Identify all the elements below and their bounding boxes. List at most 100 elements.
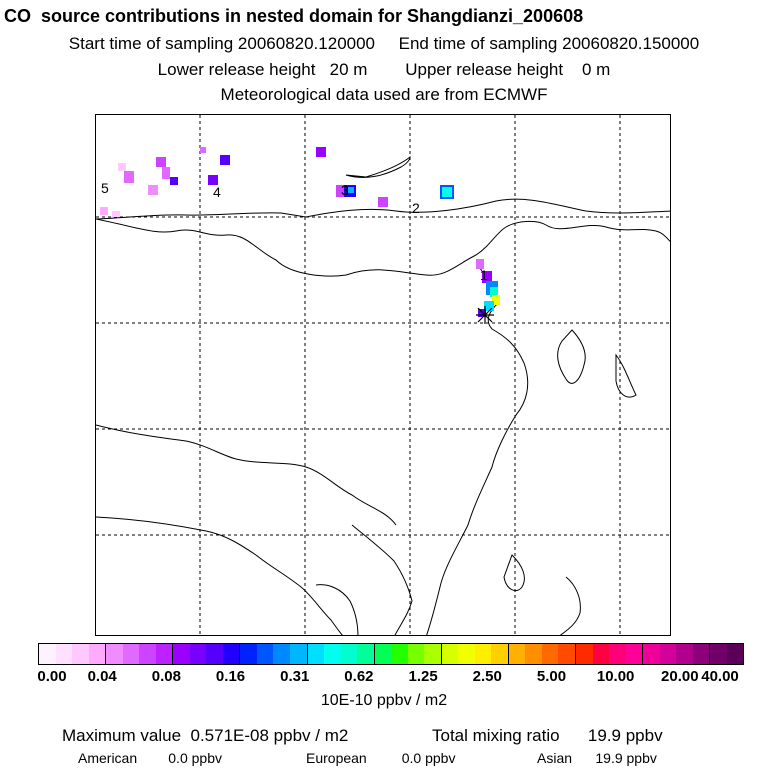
color-scale-cell bbox=[643, 644, 660, 664]
patch bbox=[316, 147, 326, 157]
upper-value: 0 m bbox=[581, 60, 611, 79]
color-scale-cell bbox=[525, 644, 542, 664]
color-scale-cell bbox=[106, 644, 123, 664]
color-scale-cell bbox=[173, 644, 190, 664]
color-scale-tick-label: 1.25 bbox=[408, 668, 438, 685]
region-european: European 0.0 ppbv bbox=[306, 750, 455, 766]
patch bbox=[476, 259, 484, 269]
color-scale-cell bbox=[240, 644, 257, 664]
region-value: 19.9 ppbv bbox=[595, 750, 657, 766]
region-name: European bbox=[306, 750, 367, 766]
color-scale-cell bbox=[458, 644, 475, 664]
start-label: Start time of sampling bbox=[68, 34, 234, 53]
color-scale-cell bbox=[407, 644, 425, 664]
color-scale-tick-label: 0.04 bbox=[87, 668, 117, 685]
color-scale-cell bbox=[374, 644, 392, 664]
release-heights: Lower release height 20 m Upper release … bbox=[0, 60, 768, 80]
color-scale-cell bbox=[39, 644, 56, 664]
region-american: American 0.0 ppbv bbox=[78, 750, 222, 766]
patch bbox=[170, 177, 178, 185]
color-scale-tick-label: 40.00 bbox=[701, 668, 739, 685]
color-scale-cell bbox=[189, 644, 207, 664]
patch bbox=[378, 197, 388, 207]
upper-label: Upper release height bbox=[405, 60, 564, 79]
color-scale-cell bbox=[256, 644, 274, 664]
color-scale-cell bbox=[659, 644, 677, 664]
color-scale-cell bbox=[441, 644, 459, 664]
color-scale-cell bbox=[340, 644, 358, 664]
color-scale-cell bbox=[357, 644, 375, 664]
patch bbox=[348, 187, 354, 193]
color-scale-cell bbox=[474, 644, 492, 664]
patch bbox=[112, 211, 120, 217]
end-value: 20060820.150000 bbox=[562, 34, 700, 53]
grid-label: 4 bbox=[213, 184, 221, 200]
max-value: 0.571E-08 ppbv / m2 bbox=[190, 726, 349, 745]
patch bbox=[490, 287, 498, 297]
patch bbox=[220, 155, 230, 165]
patch bbox=[156, 157, 166, 167]
receptor-marker bbox=[476, 306, 494, 324]
region-asian: Asian 19.9 ppbv bbox=[537, 750, 657, 766]
color-scale-cell bbox=[273, 644, 290, 664]
color-scale-cell bbox=[88, 644, 107, 664]
region-name: Asian bbox=[537, 750, 573, 766]
end-label: End time of sampling bbox=[398, 34, 558, 53]
color-scale-cell bbox=[625, 644, 644, 664]
color-scale-cell bbox=[676, 644, 693, 664]
color-scale-cell bbox=[139, 644, 156, 664]
color-scale-cell bbox=[122, 644, 140, 664]
map-panel: 5 4 3 2 1 bbox=[95, 114, 671, 636]
map-canvas: 5 4 3 2 1 bbox=[96, 115, 670, 635]
color-scale-cell bbox=[692, 644, 711, 664]
color-scale-ticks: 0.00 0.04 0.08 0.16 0.31 0.62 1.25 2.50 5.00 10.0… bbox=[0, 668, 768, 688]
color-scale-cell bbox=[222, 644, 241, 664]
concentration-patches bbox=[100, 147, 500, 317]
color-scale-tick-label: 0.62 bbox=[344, 668, 374, 685]
color-scale-cell bbox=[424, 644, 442, 664]
maximum-value: Maximum value 0.571E-08 ppbv / m2 bbox=[62, 726, 348, 746]
color-scale-tick-label: 0.00 bbox=[37, 668, 67, 685]
color-scale-cell bbox=[307, 644, 325, 664]
color-scale-cell bbox=[391, 644, 408, 664]
start-value: 20060820.120000 bbox=[237, 34, 376, 53]
total-value: 19.9 ppbv bbox=[587, 726, 663, 745]
patch bbox=[100, 207, 108, 215]
patch bbox=[482, 271, 492, 283]
color-scale-cell bbox=[289, 644, 308, 664]
region-value: 0.0 ppbv bbox=[168, 750, 222, 766]
coastlines-borders bbox=[96, 155, 670, 635]
color-scale-bar bbox=[38, 643, 744, 665]
color-scale-cell bbox=[541, 644, 559, 664]
patch bbox=[162, 167, 170, 179]
patch bbox=[200, 147, 206, 153]
grid-labels: 5 4 3 2 1 bbox=[101, 180, 488, 283]
color-scale-cell bbox=[508, 644, 526, 664]
grid-label: 1 bbox=[480, 267, 488, 283]
met-data-line: Meteorological data used are from ECMWF bbox=[220, 85, 548, 104]
color-scale-cell bbox=[72, 644, 89, 664]
patch bbox=[208, 175, 218, 185]
color-scale-cell bbox=[155, 644, 174, 664]
color-scale-tick-label: 5.00 bbox=[536, 668, 567, 685]
color-scale-cell bbox=[206, 644, 223, 664]
color-scale-cell bbox=[726, 644, 744, 664]
patch bbox=[124, 171, 134, 183]
region-name: American bbox=[78, 750, 138, 766]
patch bbox=[492, 295, 500, 305]
color-scale-tick-label: 10.00 bbox=[596, 668, 635, 685]
grid-label: 5 bbox=[101, 180, 109, 196]
color-scale-unit: 10E-10 ppbv / m2 bbox=[320, 692, 448, 709]
lat-lon-grid bbox=[96, 115, 670, 635]
grid-label: 2 bbox=[412, 200, 420, 216]
color-scale-cell bbox=[609, 644, 626, 664]
total-mixing-ratio: Total mixing ratio 19.9 ppbv bbox=[432, 726, 663, 746]
patch bbox=[478, 309, 486, 317]
color-scale-cell bbox=[576, 644, 593, 664]
patch bbox=[442, 187, 452, 197]
total-label: Total mixing ratio bbox=[432, 726, 560, 745]
color-scale-cell bbox=[55, 644, 73, 664]
color-scale-cell bbox=[592, 644, 610, 664]
patch bbox=[484, 301, 494, 311]
color-scale-tick-label: 0.16 bbox=[215, 668, 246, 685]
